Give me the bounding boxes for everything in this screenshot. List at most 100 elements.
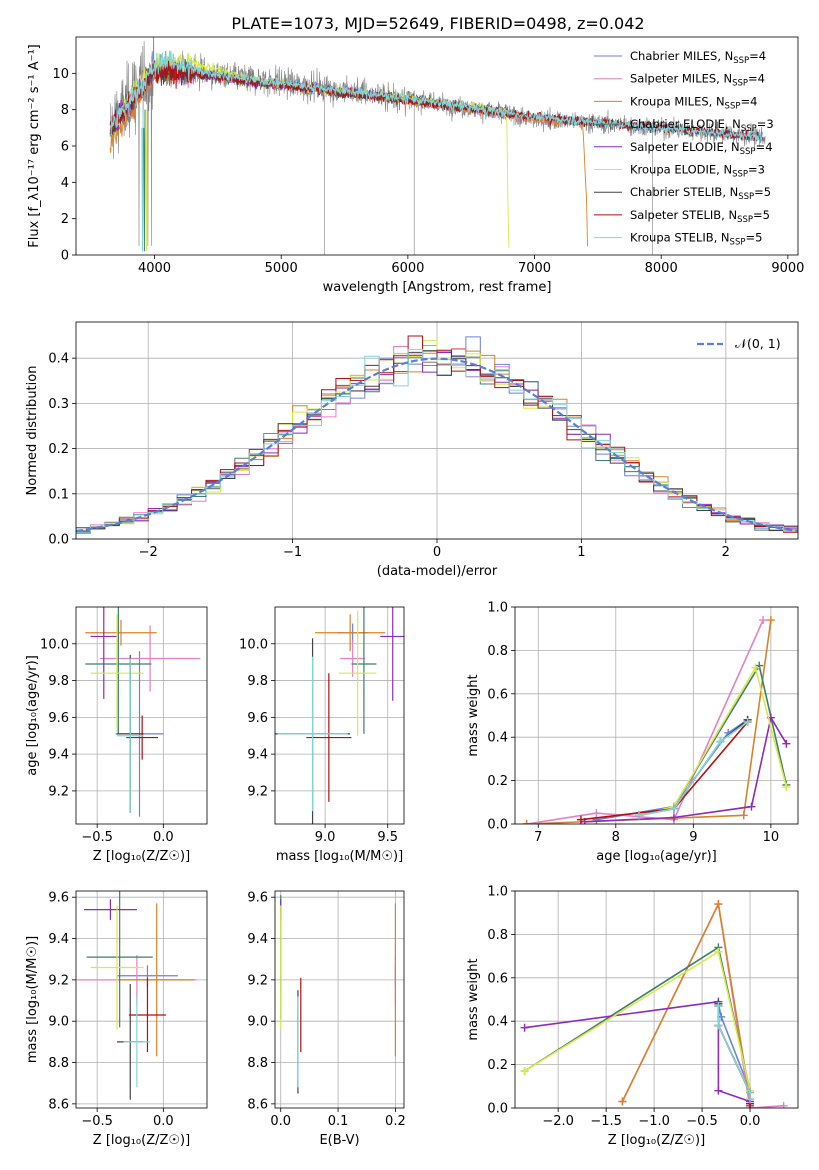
- x-tick-label: −2.0: [542, 1114, 574, 1129]
- axes-mass_vs_ebv: 0.0 0.1 0.2 8.6 8.8 9.0 9.2 9.4 9.6 E(B-V): [247, 890, 406, 1148]
- spectrum-data-line: [109, 37, 766, 255]
- x-tick-label: 7: [534, 830, 542, 845]
- x-tick-label: −1: [283, 545, 302, 560]
- x-tick-label: 9.0: [315, 830, 336, 845]
- histogram-series: [76, 348, 798, 539]
- legend-label: Kroupa ELODIE, NSSP=3: [630, 163, 765, 180]
- axes-spectrum: 4000 5000 6000 7000 8000 9000 0 2 4 6 8 10 wavelengt…: [27, 36, 804, 295]
- x-tick-label: 7000: [518, 261, 551, 276]
- y-tick-label: 0.0: [487, 1102, 508, 1117]
- y-tick-label: 0.4: [487, 731, 508, 746]
- y-tick-label: 0: [61, 249, 69, 264]
- plot-area-mass_vs_Z: [77, 891, 197, 1100]
- mass-weight-marker: [520, 1023, 529, 1032]
- legend-label: Kroupa STELIB, NSSP=5: [630, 231, 762, 248]
- mass-weight-marker: [779, 1101, 788, 1108]
- legend-label: Salpeter MILES, NSSP=4: [630, 72, 765, 89]
- mass-weight-marker: [714, 1086, 723, 1095]
- gaussian-curve: [76, 357, 798, 533]
- mass-weight-marker: [759, 616, 768, 625]
- x-axis-label: age [log₁₀(age/yr)]: [596, 849, 717, 864]
- spectrum-model-line: [109, 50, 763, 144]
- y-axis-label: age [log₁₀(age/yr)]: [25, 655, 40, 776]
- axes-frame: [75, 606, 208, 825]
- mass-weight-marker: [743, 718, 752, 727]
- mass-weight-marker: [751, 663, 760, 672]
- axes-frame: [75, 890, 208, 1109]
- plot-area-mass_weight_vs_Z: [520, 900, 788, 1108]
- x-tick-label: 2: [722, 545, 730, 560]
- plot-area-age_vs_Z: [85, 607, 201, 817]
- y-tick-label: 10.0: [40, 637, 69, 652]
- legend-label: Salpeter ELODIE, NSSP=4: [630, 140, 773, 157]
- y-tick-label: 8: [61, 103, 69, 118]
- y-tick-label: 9.2: [48, 784, 69, 799]
- x-tick-label: 0: [433, 545, 441, 560]
- x-axis-label: Z [log₁₀(Z/Z☉)]: [93, 1133, 190, 1148]
- y-tick-label: 9.4: [48, 748, 69, 763]
- y-axis-label: mass weight: [466, 958, 481, 1040]
- y-tick-label: 10: [52, 67, 69, 82]
- plot-area-residuals: [76, 335, 798, 539]
- mass-weight-line: [526, 619, 764, 824]
- x-tick-label: −0.5: [686, 1114, 718, 1129]
- mass-weight-marker: [747, 802, 756, 811]
- y-tick-label: 0.6: [487, 971, 508, 986]
- mass-weight-marker: [782, 739, 791, 748]
- y-tick-label: 9.4: [247, 748, 268, 763]
- mass-weight-marker: [714, 900, 723, 909]
- legend-label: Chabrier STELIB, NSSP=5: [630, 185, 771, 202]
- mass-weight-marker: [714, 1021, 723, 1030]
- x-axis-label: (data-model)/error: [377, 564, 498, 579]
- x-axis-label: E(B-V): [319, 1133, 359, 1148]
- mass-weight-marker: [746, 1095, 755, 1104]
- plots-container: 4000 5000 6000 7000 8000 90000246810wavelengt…: [25, 36, 804, 1148]
- x-tick-label: 0.0: [740, 1114, 761, 1129]
- legend-label: 𝒩(0, 1): [735, 336, 781, 351]
- y-tick-label: 9.4: [48, 932, 69, 947]
- plot-area-mass_vs_ebv: [280, 895, 396, 1094]
- mass-weight-marker: [618, 1097, 627, 1106]
- y-tick-label: 9.2: [247, 973, 268, 988]
- x-tick-label: −1.5: [590, 1114, 622, 1129]
- y-tick-label: 9.0: [247, 1015, 268, 1030]
- axes-frame: [274, 890, 405, 1109]
- mass-weight-marker: [635, 811, 644, 820]
- y-axis-label: mass weight: [466, 674, 481, 756]
- axes-age_vs_mass: 9.0 9.5 9.2 9.4 9.6 9.8 10.0 mass [log₁₀(M/M☉)]: [239, 606, 405, 864]
- x-axis-label: Z [log₁₀(Z/Z☉)]: [608, 1133, 705, 1148]
- y-tick-label: 1.0: [487, 885, 508, 900]
- y-tick-label: 9.6: [48, 711, 69, 726]
- y-tick-label: 0.2: [487, 1058, 508, 1073]
- x-tick-label: −0.5: [81, 830, 113, 845]
- mass-weight-line: [638, 721, 749, 817]
- y-tick-label: 0.4: [48, 352, 69, 367]
- spectrum-legend: Chabrier MILES, NSSP=4 Salpeter MILES, NS…: [594, 49, 774, 248]
- y-tick-label: 9.0: [48, 1015, 69, 1030]
- y-tick-label: 0.0: [487, 818, 508, 833]
- axes-mass_vs_Z: −0.5 0.0 8.6 8.8 9.0 9.2 9.4 9.6 Z [log₁₀(Z/Z☉)]…: [25, 890, 208, 1148]
- y-tick-label: 0.4: [487, 1015, 508, 1030]
- mass-weight-marker: [520, 1067, 529, 1076]
- y-tick-label: 1.0: [487, 601, 508, 616]
- axes-frame: [75, 321, 799, 540]
- x-tick-label: 6000: [391, 261, 424, 276]
- axes-frame: [514, 890, 799, 1109]
- legend-label: Chabrier MILES, NSSP=4: [630, 49, 766, 66]
- x-axis-label: mass [log₁₀(M/M☉)]: [276, 849, 403, 864]
- legend-label: Salpeter STELIB, NSSP=5: [630, 208, 770, 225]
- x-tick-label: 9: [689, 830, 697, 845]
- y-axis-label: Flux [f_λ10⁻¹⁷ erg cm⁻² s⁻¹ A⁻¹]: [27, 44, 42, 248]
- axes-residuals: −2 −1 0 1 2 0.0 0.1 0.2 0.3 0.4 (data-model)/error…: [25, 321, 799, 579]
- x-tick-label: 5000: [265, 261, 298, 276]
- y-tick-label: 8.6: [48, 1097, 69, 1112]
- axes-age_vs_Z: −0.5 0.0 9.2 9.4 9.6 9.8 10.0 Z [log₁₀(Z/Z☉)] ag…: [25, 606, 208, 864]
- mass-weight-marker: [522, 820, 531, 824]
- y-tick-label: 9.6: [247, 891, 268, 906]
- y-tick-label: 0.8: [487, 644, 508, 659]
- legend-label: Kroupa MILES, NSSP=4: [630, 94, 757, 111]
- plot-area-mass_weight_vs_age: [522, 616, 791, 824]
- x-tick-label: 10: [763, 830, 780, 845]
- y-tick-label: 9.4: [247, 932, 268, 947]
